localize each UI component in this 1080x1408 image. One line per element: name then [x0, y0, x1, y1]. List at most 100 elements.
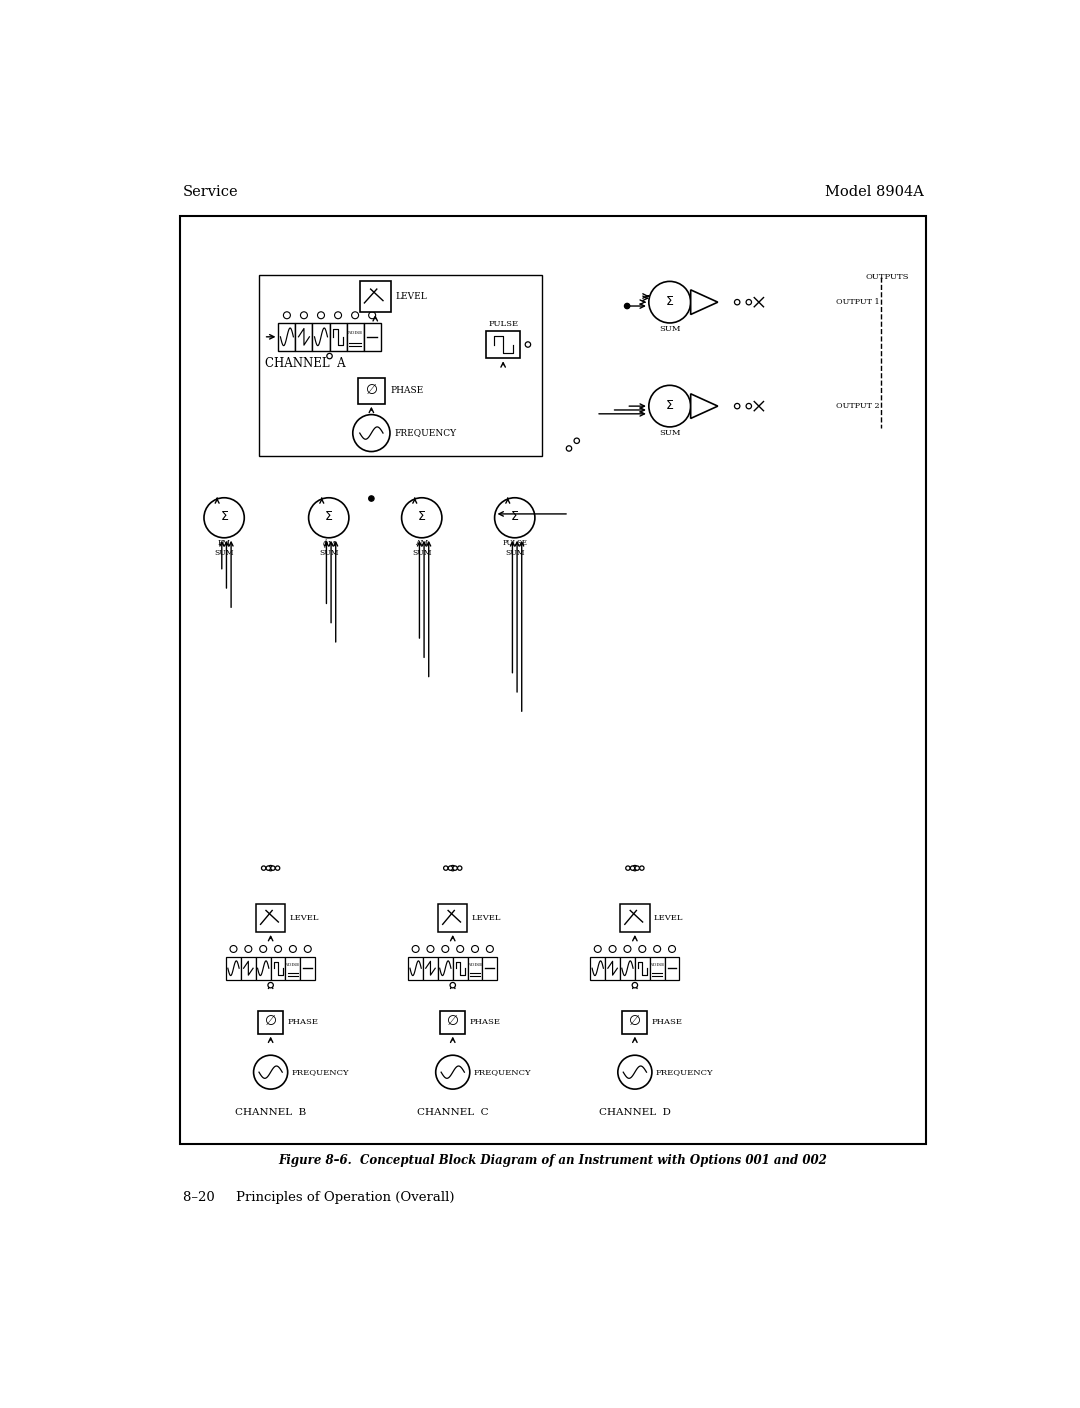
- Circle shape: [472, 946, 478, 952]
- Text: Model 8904A: Model 8904A: [825, 184, 924, 199]
- Circle shape: [669, 946, 675, 952]
- FancyBboxPatch shape: [408, 956, 423, 980]
- FancyBboxPatch shape: [241, 956, 256, 980]
- Polygon shape: [691, 290, 718, 314]
- Text: Figure 8–6.  Conceptual Block Diagram of an Instrument with Options 001 and 002: Figure 8–6. Conceptual Block Diagram of …: [279, 1155, 827, 1167]
- Text: PHASE: PHASE: [287, 1018, 319, 1026]
- Circle shape: [639, 866, 644, 870]
- Circle shape: [305, 946, 311, 952]
- FancyBboxPatch shape: [296, 322, 312, 351]
- FancyBboxPatch shape: [622, 1011, 647, 1033]
- FancyBboxPatch shape: [453, 956, 468, 980]
- FancyBboxPatch shape: [664, 956, 679, 980]
- FancyBboxPatch shape: [226, 956, 241, 980]
- Text: FM: FM: [218, 539, 231, 548]
- Circle shape: [259, 946, 267, 952]
- Text: $\Sigma$: $\Sigma$: [665, 398, 674, 413]
- FancyBboxPatch shape: [364, 322, 380, 351]
- Text: $\Sigma$: $\Sigma$: [324, 511, 334, 524]
- Circle shape: [327, 353, 333, 359]
- Circle shape: [274, 946, 282, 952]
- FancyBboxPatch shape: [441, 1011, 465, 1033]
- Circle shape: [300, 311, 308, 318]
- Circle shape: [450, 866, 456, 870]
- FancyBboxPatch shape: [423, 956, 437, 980]
- FancyBboxPatch shape: [271, 956, 285, 980]
- Circle shape: [427, 946, 434, 952]
- FancyBboxPatch shape: [620, 956, 635, 980]
- Circle shape: [525, 342, 530, 348]
- Circle shape: [275, 866, 280, 870]
- Circle shape: [566, 446, 571, 451]
- Circle shape: [624, 946, 631, 952]
- Circle shape: [268, 866, 273, 870]
- FancyBboxPatch shape: [312, 322, 329, 351]
- Text: $\varnothing$: $\varnothing$: [446, 1014, 459, 1028]
- Circle shape: [444, 866, 448, 870]
- Circle shape: [283, 311, 291, 318]
- Circle shape: [368, 311, 376, 318]
- Circle shape: [450, 983, 456, 988]
- Text: CHANNEL  D: CHANNEL D: [599, 1108, 671, 1118]
- FancyBboxPatch shape: [359, 377, 384, 404]
- Circle shape: [268, 983, 273, 988]
- Text: PHASE: PHASE: [652, 1018, 683, 1026]
- Text: NOISE: NOISE: [348, 331, 363, 335]
- Circle shape: [261, 866, 266, 870]
- FancyBboxPatch shape: [635, 956, 650, 980]
- FancyBboxPatch shape: [180, 215, 926, 1143]
- FancyBboxPatch shape: [650, 956, 664, 980]
- Circle shape: [649, 282, 691, 322]
- FancyBboxPatch shape: [347, 322, 364, 351]
- Text: CHANNEL  A: CHANNEL A: [266, 358, 346, 370]
- FancyBboxPatch shape: [437, 956, 453, 980]
- Circle shape: [335, 311, 341, 318]
- Text: $\phi$M: $\phi$M: [322, 536, 336, 549]
- Circle shape: [368, 496, 374, 501]
- Circle shape: [486, 946, 494, 952]
- Text: LEVEL: LEVEL: [653, 914, 683, 922]
- Circle shape: [402, 498, 442, 538]
- Text: SUM: SUM: [659, 325, 680, 334]
- Circle shape: [318, 311, 324, 318]
- FancyBboxPatch shape: [486, 331, 521, 359]
- Circle shape: [435, 1055, 470, 1090]
- Text: CHANNEL  B: CHANNEL B: [235, 1108, 307, 1118]
- Text: $\Sigma$: $\Sigma$: [417, 511, 427, 524]
- Circle shape: [309, 498, 349, 538]
- FancyBboxPatch shape: [329, 322, 347, 351]
- Circle shape: [638, 946, 646, 952]
- Circle shape: [458, 866, 462, 870]
- FancyBboxPatch shape: [300, 956, 315, 980]
- Text: SUM: SUM: [659, 429, 680, 436]
- Text: CHANNEL  C: CHANNEL C: [417, 1108, 488, 1118]
- Text: $\varnothing$: $\varnothing$: [629, 1014, 642, 1028]
- Text: FREQUENCY: FREQUENCY: [474, 1069, 531, 1076]
- Circle shape: [625, 866, 630, 870]
- Text: LEVEL: LEVEL: [395, 293, 428, 301]
- Circle shape: [230, 946, 237, 952]
- Circle shape: [352, 311, 359, 318]
- Circle shape: [632, 866, 637, 870]
- Circle shape: [289, 946, 296, 952]
- Circle shape: [453, 866, 457, 870]
- Circle shape: [413, 946, 419, 952]
- Text: FREQUENCY: FREQUENCY: [394, 428, 457, 438]
- Text: FREQUENCY: FREQUENCY: [292, 1069, 349, 1076]
- Circle shape: [734, 404, 740, 408]
- Text: PULSE: PULSE: [502, 539, 527, 548]
- Circle shape: [746, 300, 752, 306]
- Circle shape: [448, 866, 453, 870]
- Text: OUTPUT 2: OUTPUT 2: [836, 403, 880, 410]
- Circle shape: [353, 414, 390, 452]
- Text: PULSE: PULSE: [488, 320, 518, 328]
- Circle shape: [632, 983, 637, 988]
- Circle shape: [254, 1055, 287, 1090]
- Text: $\Sigma$: $\Sigma$: [510, 511, 519, 524]
- Text: NOISE: NOISE: [285, 963, 300, 967]
- Circle shape: [746, 404, 752, 408]
- Polygon shape: [691, 394, 718, 418]
- Circle shape: [635, 866, 639, 870]
- Text: SUM: SUM: [319, 549, 338, 558]
- Circle shape: [649, 386, 691, 427]
